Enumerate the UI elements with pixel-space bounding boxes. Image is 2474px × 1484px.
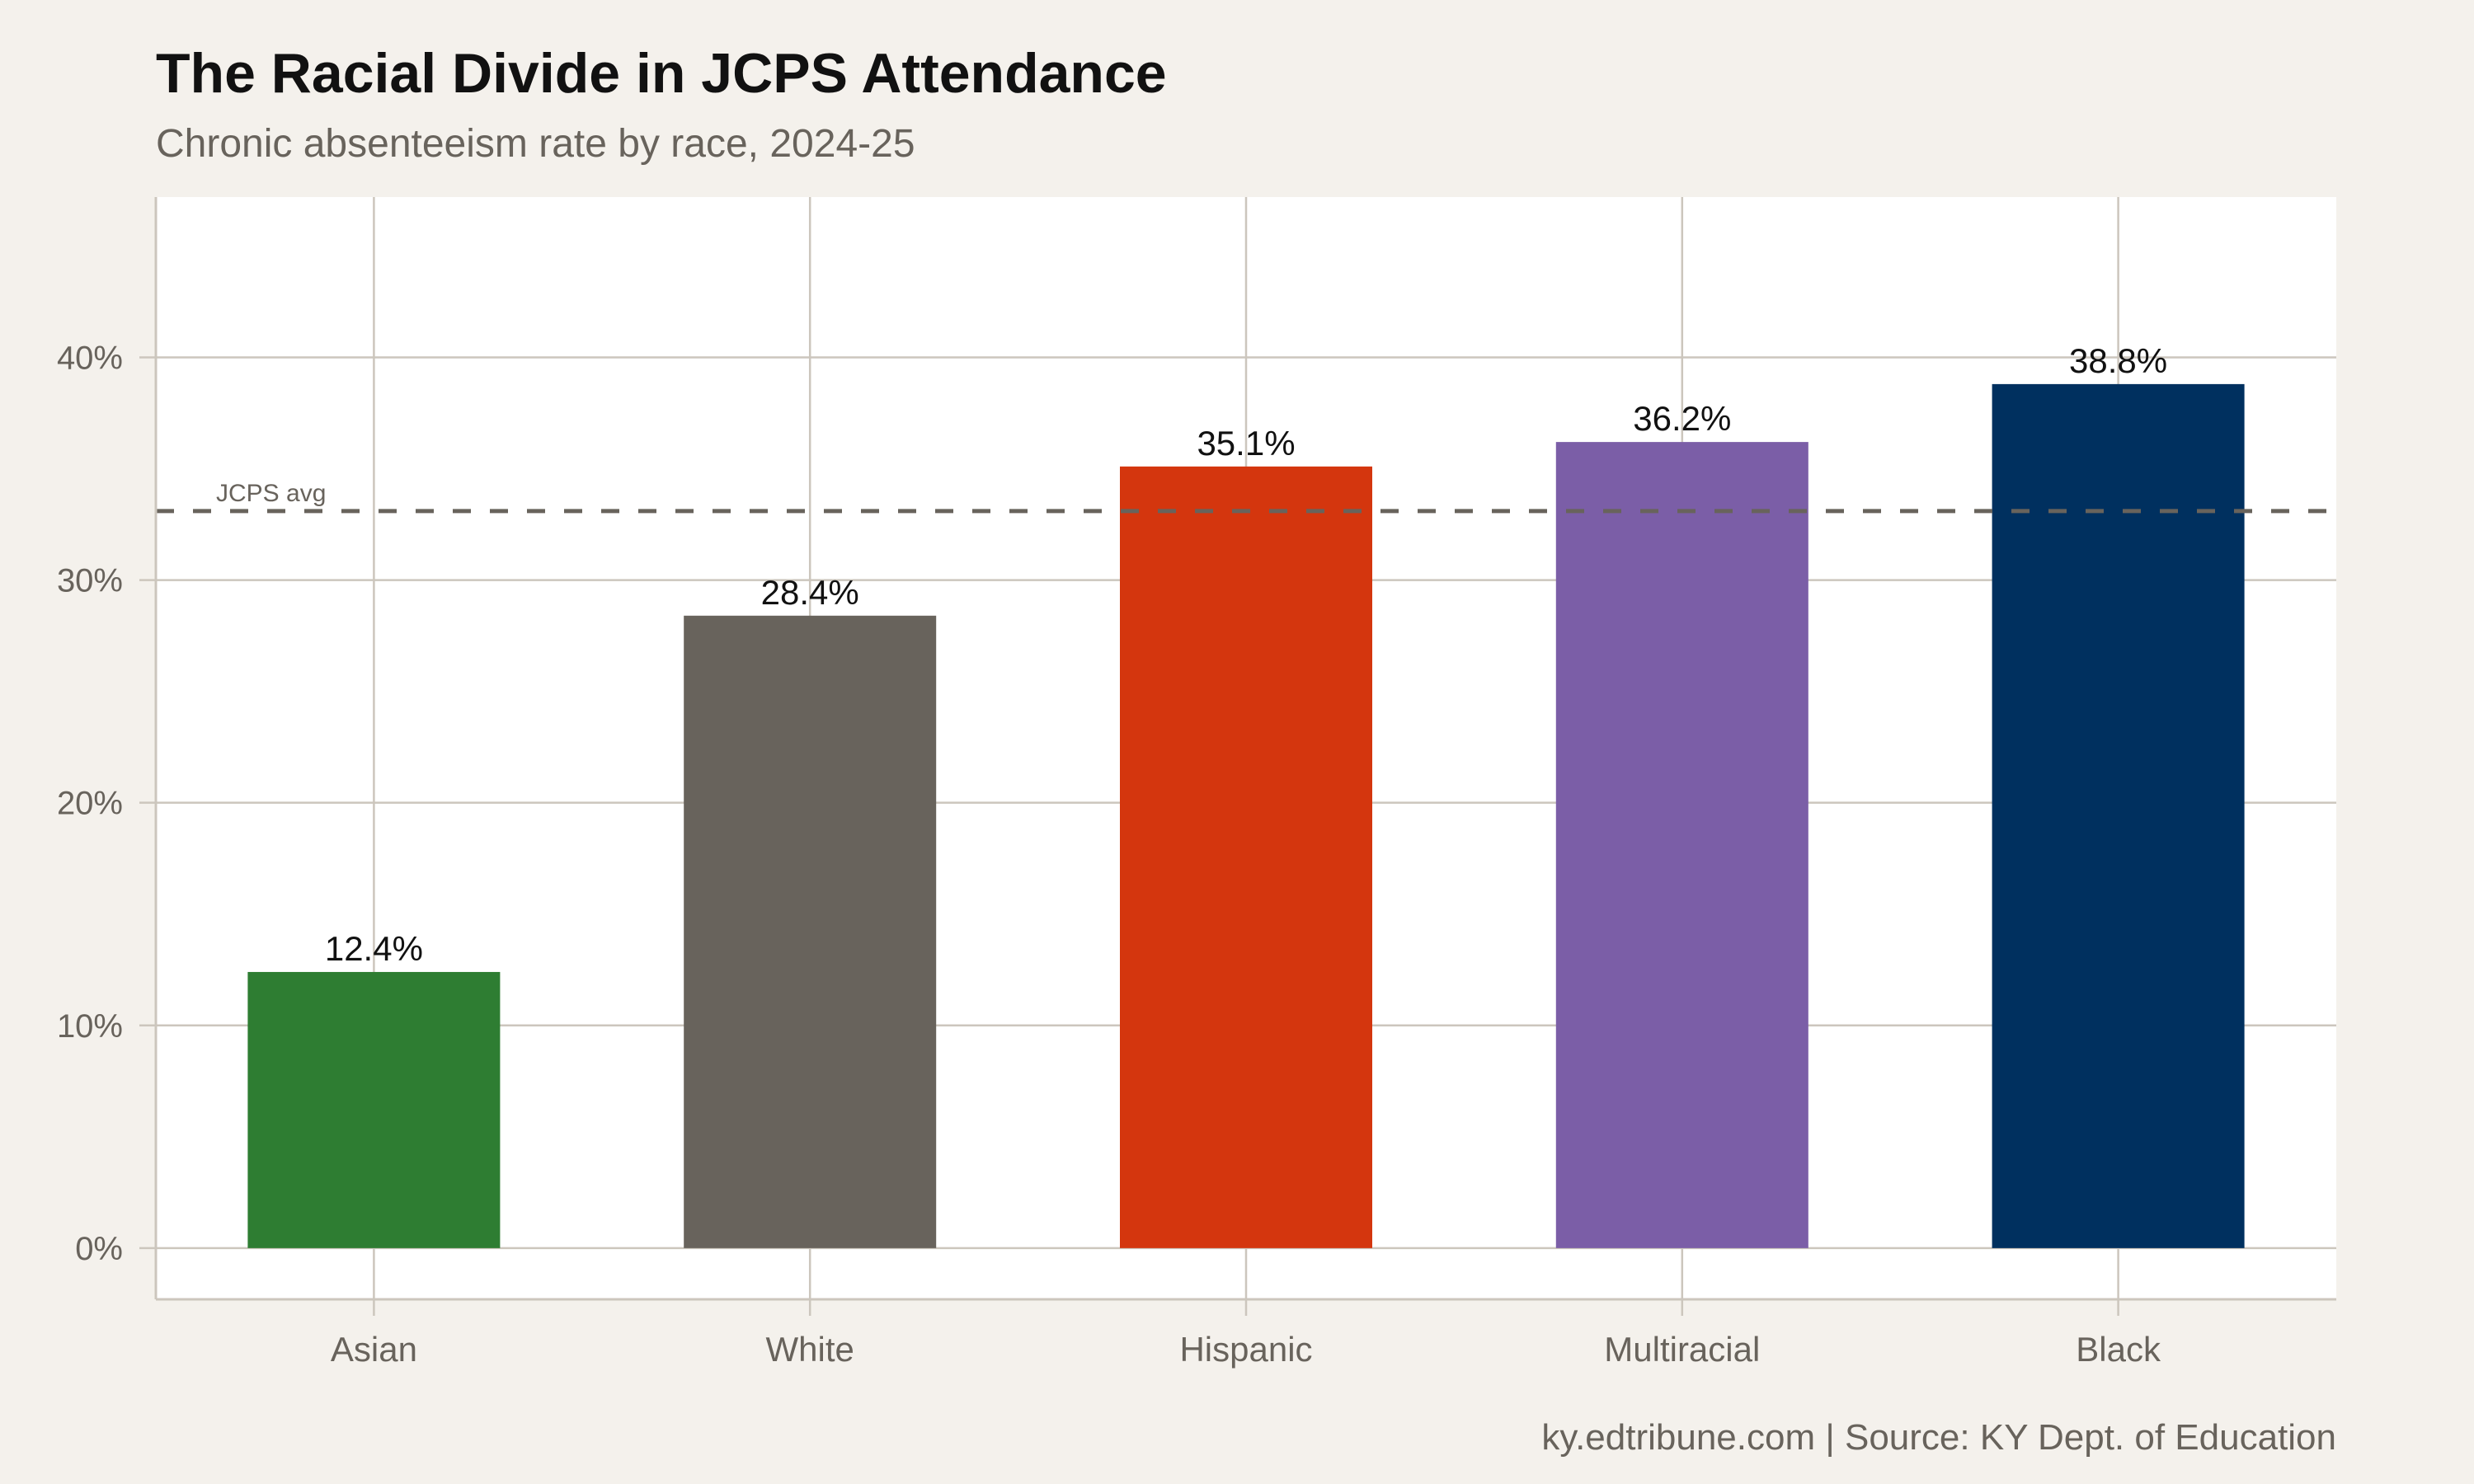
y-tick-label: 0%	[75, 1231, 123, 1267]
bar-value-label: 28.4%	[761, 573, 859, 612]
x-tick-label: Black	[2076, 1330, 2161, 1369]
y-tick-label: 10%	[57, 1008, 123, 1045]
bar-value-label: 12.4%	[325, 929, 423, 968]
bar-value-label: 36.2%	[1633, 399, 1731, 438]
bar-black	[1992, 383, 2245, 1248]
bar-multiracial	[1555, 442, 1808, 1248]
chart-subtitle: Chronic absenteeism rate by race, 2024-2…	[156, 122, 915, 166]
chart-caption: ky.edtribune.com | Source: KY Dept. of E…	[1541, 1417, 2336, 1458]
bar-white	[684, 615, 937, 1248]
y-tick-label: 20%	[57, 786, 123, 822]
bar-hispanic	[1120, 466, 1372, 1248]
x-tick-label: Asian	[331, 1330, 417, 1369]
chart-title: The Racial Divide in JCPS Attendance	[156, 42, 1167, 105]
bar-value-label: 35.1%	[1197, 424, 1295, 463]
x-tick-label: Multiracial	[1604, 1330, 1760, 1369]
y-tick-label: 30%	[57, 563, 123, 599]
x-tick-label: Hispanic	[1179, 1330, 1312, 1369]
jcps-average-label: JCPS avg	[216, 480, 326, 507]
x-tick-label: White	[766, 1330, 854, 1369]
bar-asian	[247, 971, 501, 1248]
bar-value-label: 38.8%	[2069, 341, 2167, 380]
y-tick-label: 40%	[57, 340, 123, 376]
